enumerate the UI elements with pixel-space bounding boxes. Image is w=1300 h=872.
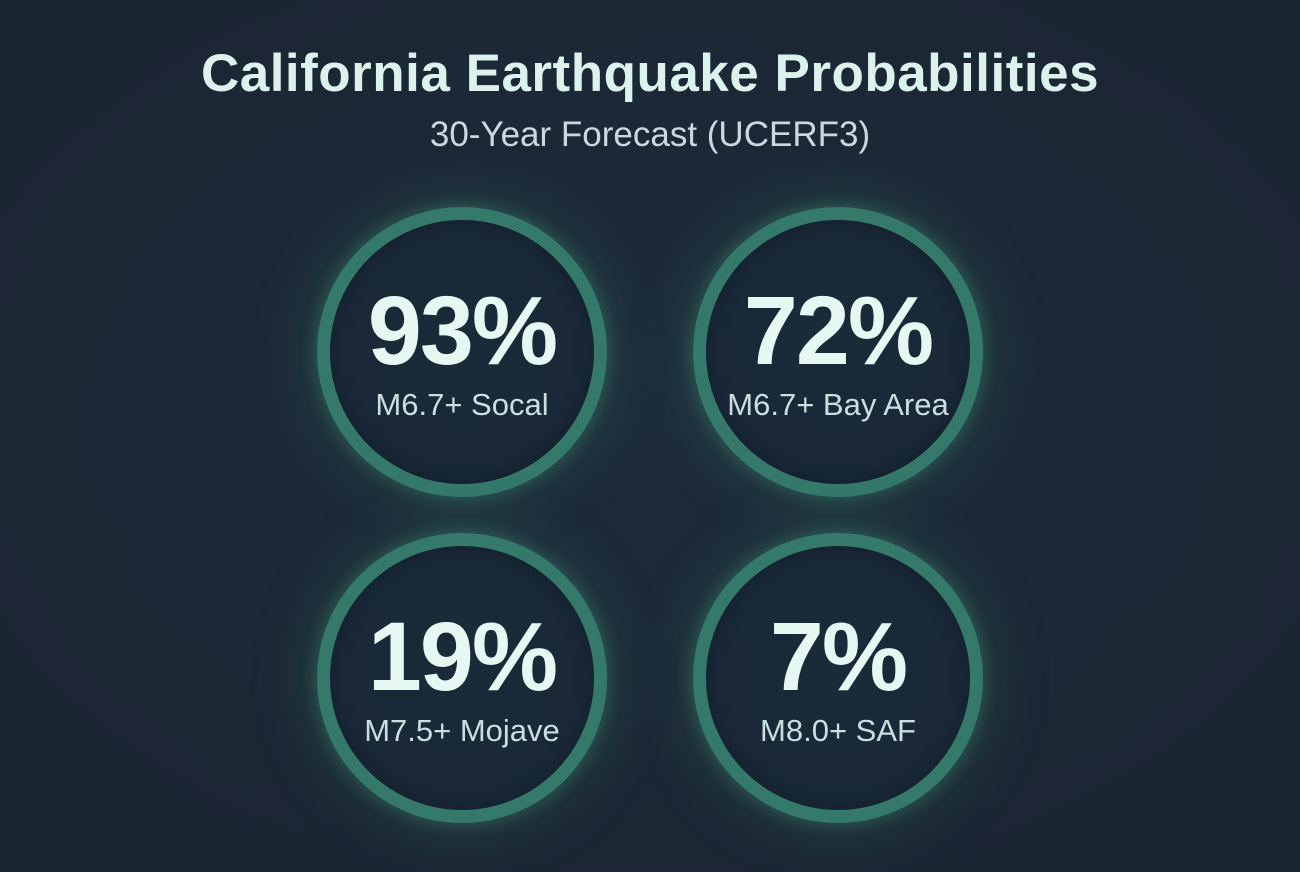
- stat-label-saf: M8.0+ SAF: [760, 712, 916, 748]
- page-subtitle: 30-Year Forecast (UCERF3): [429, 114, 871, 154]
- stat-grid: 93% M6.7+ Socal 72% M6.7+ Bay Area 19% M…: [317, 206, 983, 823]
- stat-value-mojave: 19%: [367, 601, 558, 711]
- page-title: California Earthquake Probabilities: [200, 44, 1100, 103]
- stat-value-bay-area: 72%: [743, 275, 934, 385]
- stat-circle-bay-area: 72% M6.7+ Bay Area: [693, 206, 983, 497]
- stat-label-mojave: M7.5+ Mojave: [364, 712, 560, 748]
- stat-circle-socal: 93% M6.7+ Socal: [317, 206, 607, 497]
- stat-value-socal: 93%: [367, 275, 558, 385]
- stat-value-saf: 7%: [769, 601, 908, 711]
- stat-circle-mojave: 19% M7.5+ Mojave: [317, 532, 607, 823]
- stat-label-socal: M6.7+ Socal: [375, 386, 549, 422]
- stat-label-bay-area: M6.7+ Bay Area: [727, 386, 949, 422]
- stat-circle-saf: 7% M8.0+ SAF: [693, 532, 983, 823]
